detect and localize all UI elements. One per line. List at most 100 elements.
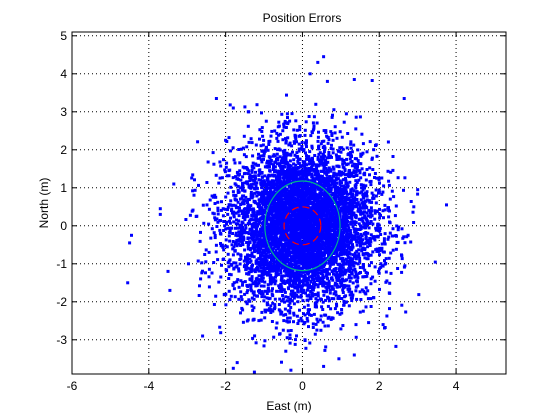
scatter-point <box>276 139 280 143</box>
scatter-point <box>272 190 276 194</box>
scatter-point <box>231 146 235 150</box>
scatter-point <box>296 245 300 249</box>
scatter-point <box>321 180 325 184</box>
scatter-point <box>388 221 392 225</box>
scatter-point <box>320 206 324 210</box>
scatter-point <box>197 183 200 187</box>
scatter-point <box>377 176 381 180</box>
scatter-point <box>369 220 373 223</box>
scatter-point <box>289 292 293 296</box>
scatter-point <box>278 286 281 290</box>
scatter-point <box>252 212 256 216</box>
scatter-point <box>319 249 322 253</box>
scatter-point <box>278 332 281 336</box>
scatter-point <box>216 258 220 262</box>
scatter-point <box>260 186 264 190</box>
scatter-point <box>239 290 243 294</box>
scatter-point <box>291 280 295 284</box>
scatter-point <box>312 168 316 171</box>
scatter-point <box>342 283 346 287</box>
scatter-point <box>275 136 279 140</box>
scatter-point <box>239 178 243 182</box>
scatter-point <box>383 262 387 266</box>
scatter-point <box>351 253 355 257</box>
scatter-point <box>287 258 291 262</box>
scatter-point <box>366 239 370 242</box>
scatter-point <box>325 251 329 255</box>
scatter-point <box>267 229 271 233</box>
scatter-point <box>248 257 252 261</box>
scatter-point <box>357 217 361 221</box>
scatter-point <box>313 273 317 277</box>
scatter-point <box>386 237 390 241</box>
scatter-point <box>352 143 356 147</box>
scatter-point <box>255 219 259 223</box>
scatter-point <box>293 141 296 145</box>
scatter-point <box>375 210 379 214</box>
scatter-point <box>271 154 275 158</box>
scatter-point <box>344 212 348 216</box>
scatter-point <box>366 289 370 293</box>
scatter-point <box>361 263 365 266</box>
scatter-point <box>319 169 323 173</box>
scatter-point <box>257 274 261 278</box>
scatter-point <box>284 139 288 143</box>
scatter-point <box>409 200 413 203</box>
scatter-point <box>303 184 307 188</box>
scatter-point <box>288 301 292 305</box>
scatter-point <box>333 187 337 191</box>
scatter-point <box>277 195 281 199</box>
scatter-point <box>232 193 236 197</box>
scatter-point <box>306 319 310 323</box>
scatter-point <box>288 192 292 196</box>
scatter-point <box>316 283 320 287</box>
scatter-point <box>251 308 255 312</box>
scatter-point <box>357 178 361 182</box>
scatter-point <box>260 111 263 115</box>
scatter-point <box>262 284 266 288</box>
scatter-point <box>291 167 295 171</box>
scatter-point <box>285 216 288 220</box>
scatter-point <box>275 152 279 156</box>
scatter-point <box>273 183 277 187</box>
scatter-point <box>286 309 290 313</box>
scatter-point <box>196 259 200 263</box>
scatter-point <box>294 338 297 342</box>
scatter-point <box>295 193 299 197</box>
scatter-point <box>292 231 296 235</box>
scatter-point <box>365 274 369 278</box>
scatter-point <box>366 245 370 249</box>
scatter-point <box>329 147 333 150</box>
scatter-point <box>279 268 283 272</box>
scatter-point <box>244 255 248 259</box>
scatter-point <box>291 174 295 178</box>
scatter-point <box>275 241 279 245</box>
scatter-point <box>340 170 343 174</box>
scatter-point <box>308 341 312 345</box>
scatter-point <box>356 148 360 152</box>
scatter-point <box>330 155 333 159</box>
scatter-point <box>242 198 246 202</box>
scatter-point <box>388 291 392 295</box>
scatter-point <box>304 151 307 155</box>
scatter-point <box>344 222 348 226</box>
scatter-point <box>404 310 408 314</box>
scatter-point <box>257 222 261 226</box>
scatter-point <box>273 129 277 133</box>
scatter-point <box>326 272 330 275</box>
scatter-point <box>304 190 308 194</box>
scatter-point <box>308 150 312 154</box>
scatter-point <box>382 184 386 188</box>
scatter-point <box>329 307 333 311</box>
scatter-point <box>332 297 336 301</box>
scatter-point <box>287 253 291 256</box>
scatter-point <box>281 288 285 292</box>
scatter-point <box>324 345 328 349</box>
scatter-point <box>216 209 220 212</box>
scatter-point <box>307 170 311 174</box>
scatter-point <box>322 293 326 297</box>
scatter-point <box>391 155 395 158</box>
scatter-point <box>304 346 308 350</box>
scatter-point <box>298 125 302 129</box>
scatter-point <box>184 218 188 221</box>
